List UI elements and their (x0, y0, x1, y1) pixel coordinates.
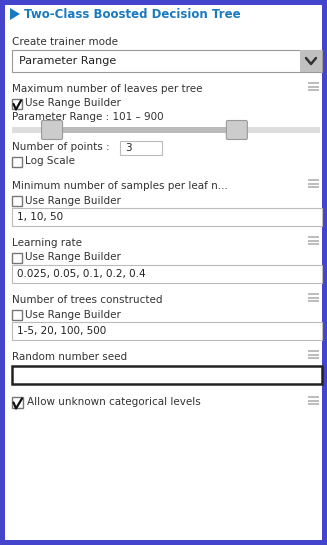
Text: 3: 3 (125, 143, 132, 153)
Text: Minimum number of samples per leaf n...: Minimum number of samples per leaf n... (12, 181, 228, 191)
Text: Use Range Builder: Use Range Builder (25, 196, 121, 205)
Text: Number of trees constructed: Number of trees constructed (12, 295, 163, 305)
FancyBboxPatch shape (12, 366, 322, 384)
Text: 0.025, 0.05, 0.1, 0.2, 0.4: 0.025, 0.05, 0.1, 0.2, 0.4 (17, 269, 146, 279)
Text: Use Range Builder: Use Range Builder (25, 310, 121, 319)
FancyBboxPatch shape (12, 156, 22, 167)
FancyBboxPatch shape (226, 120, 247, 140)
Polygon shape (10, 8, 20, 20)
Text: Parameter Range : 101 – 900: Parameter Range : 101 – 900 (12, 112, 164, 122)
FancyBboxPatch shape (12, 127, 320, 133)
FancyBboxPatch shape (12, 208, 322, 226)
FancyBboxPatch shape (12, 252, 22, 263)
FancyBboxPatch shape (12, 265, 322, 283)
Text: Log Scale: Log Scale (25, 156, 75, 167)
Text: Allow unknown categorical levels: Allow unknown categorical levels (27, 397, 201, 407)
FancyBboxPatch shape (12, 196, 22, 205)
Text: Create trainer mode: Create trainer mode (12, 37, 118, 47)
Text: Random number seed: Random number seed (12, 352, 127, 362)
FancyBboxPatch shape (42, 120, 62, 140)
FancyBboxPatch shape (12, 99, 22, 108)
FancyBboxPatch shape (5, 5, 322, 540)
Text: Parameter Range: Parameter Range (19, 56, 116, 66)
Text: 1, 10, 50: 1, 10, 50 (17, 212, 63, 222)
FancyBboxPatch shape (12, 50, 322, 72)
Text: Use Range Builder: Use Range Builder (25, 99, 121, 108)
Text: Use Range Builder: Use Range Builder (25, 252, 121, 263)
FancyBboxPatch shape (120, 141, 162, 155)
Text: Number of points :: Number of points : (12, 142, 110, 152)
Text: Learning rate: Learning rate (12, 238, 82, 248)
FancyBboxPatch shape (300, 50, 322, 72)
Text: Maximum number of leaves per tree: Maximum number of leaves per tree (12, 84, 202, 94)
FancyBboxPatch shape (52, 127, 237, 133)
Text: Two-Class Boosted Decision Tree: Two-Class Boosted Decision Tree (24, 8, 241, 21)
FancyBboxPatch shape (12, 310, 22, 319)
FancyBboxPatch shape (12, 322, 322, 340)
Text: 1-5, 20, 100, 500: 1-5, 20, 100, 500 (17, 326, 106, 336)
FancyBboxPatch shape (12, 397, 23, 408)
